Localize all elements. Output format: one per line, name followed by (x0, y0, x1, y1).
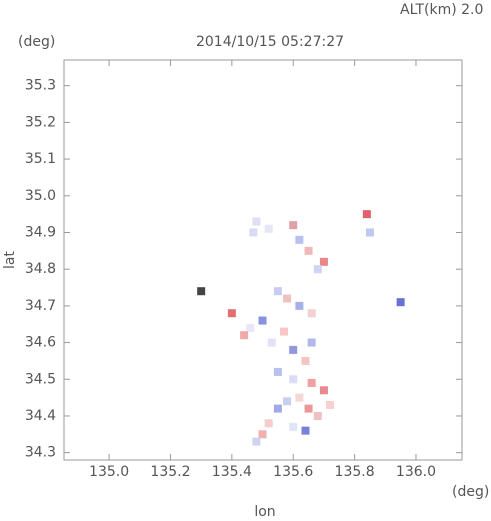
radar-point (326, 400, 335, 409)
y-tick-label: 35.0 (25, 188, 56, 204)
radar-point (258, 316, 267, 325)
x-tick-label: 135.0 (89, 464, 129, 480)
radar-point (307, 309, 316, 318)
radar-point (264, 224, 273, 233)
radar-point (246, 323, 255, 332)
radar-point (295, 301, 304, 310)
radar-point (273, 287, 282, 296)
x-tick-label: 136.0 (396, 464, 436, 480)
x-unit: (deg) (452, 484, 489, 500)
radar-point (252, 217, 261, 226)
radar-point (295, 393, 304, 402)
x-tick-label: 135.8 (335, 464, 375, 480)
y-tick-label: 35.1 (25, 151, 56, 167)
radar-point (273, 404, 282, 413)
x-tick-label: 135.4 (212, 464, 252, 480)
radar-point (289, 345, 298, 354)
radar-point (283, 294, 292, 303)
y-tick-label: 34.6 (25, 335, 56, 351)
radar-point (319, 386, 328, 395)
radar-point (304, 404, 313, 413)
radar-point (267, 338, 276, 347)
radar-point (227, 309, 236, 318)
radar-point (273, 367, 282, 376)
radar-point (264, 419, 273, 428)
radar-point (197, 287, 206, 296)
radar-point (295, 235, 304, 244)
y-tick-label: 35.2 (25, 114, 56, 130)
radar-point (396, 298, 405, 307)
y-tick-label: 35.3 (25, 78, 56, 94)
radar-point (252, 437, 261, 446)
y-tick-label: 34.4 (25, 408, 56, 424)
radar-point (283, 397, 292, 406)
y-axis-label: lat (2, 251, 18, 269)
y-tick-label: 34.7 (25, 298, 56, 314)
radar-point (289, 221, 298, 230)
radar-point (319, 257, 328, 266)
radar-point (289, 422, 298, 431)
y-tick-label: 34.9 (25, 224, 56, 240)
radar-point (289, 375, 298, 384)
radar-point (362, 210, 371, 219)
chart-title: 2014/10/15 05:27:27 (196, 34, 344, 50)
radar-point (280, 327, 289, 336)
radar-point (313, 411, 322, 420)
radar-point (301, 426, 310, 435)
x-tick-label: 135.6 (273, 464, 313, 480)
radar-point (307, 378, 316, 387)
radar-point (258, 430, 267, 439)
radar-point (240, 331, 249, 340)
altitude-annotation: ALT(km) 2.0 (400, 2, 483, 18)
radar-point (313, 265, 322, 274)
y-unit: (deg) (18, 34, 55, 50)
x-axis-label: lon (254, 504, 275, 520)
radar-point (301, 356, 310, 365)
x-tick-label: 135.2 (150, 464, 190, 480)
y-tick-label: 34.5 (25, 371, 56, 387)
radar-point (365, 228, 374, 237)
y-tick-label: 34.8 (25, 261, 56, 277)
radar-point (304, 246, 313, 255)
y-tick-label: 34.3 (25, 445, 56, 461)
plot-frame (63, 59, 463, 461)
radar-point (307, 338, 316, 347)
radar-point (249, 228, 258, 237)
